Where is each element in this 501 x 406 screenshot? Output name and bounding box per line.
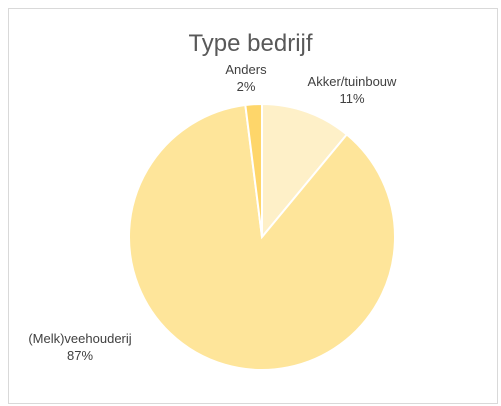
slice-value-label: 2% bbox=[237, 79, 256, 94]
pie-slice-anders bbox=[244, 102, 263, 238]
pie-slice-akker-tuinbouw bbox=[261, 102, 349, 240]
pie-labels: Akker/tuinbouw 11% (Melk)veehouderij 87% And… bbox=[28, 62, 397, 363]
pie-slice-melk-veehouderij bbox=[128, 103, 396, 371]
slice-label: (Melk)veehouderij bbox=[28, 331, 131, 346]
slice-value-label: 87% bbox=[67, 348, 93, 363]
chart-title: Type bedrijf bbox=[188, 30, 313, 57]
slice-label: Anders bbox=[225, 62, 267, 77]
slice-label: Akker/tuinbouw bbox=[308, 74, 397, 89]
slice-value-label: 11% bbox=[339, 91, 364, 106]
pie-slices bbox=[128, 102, 396, 371]
